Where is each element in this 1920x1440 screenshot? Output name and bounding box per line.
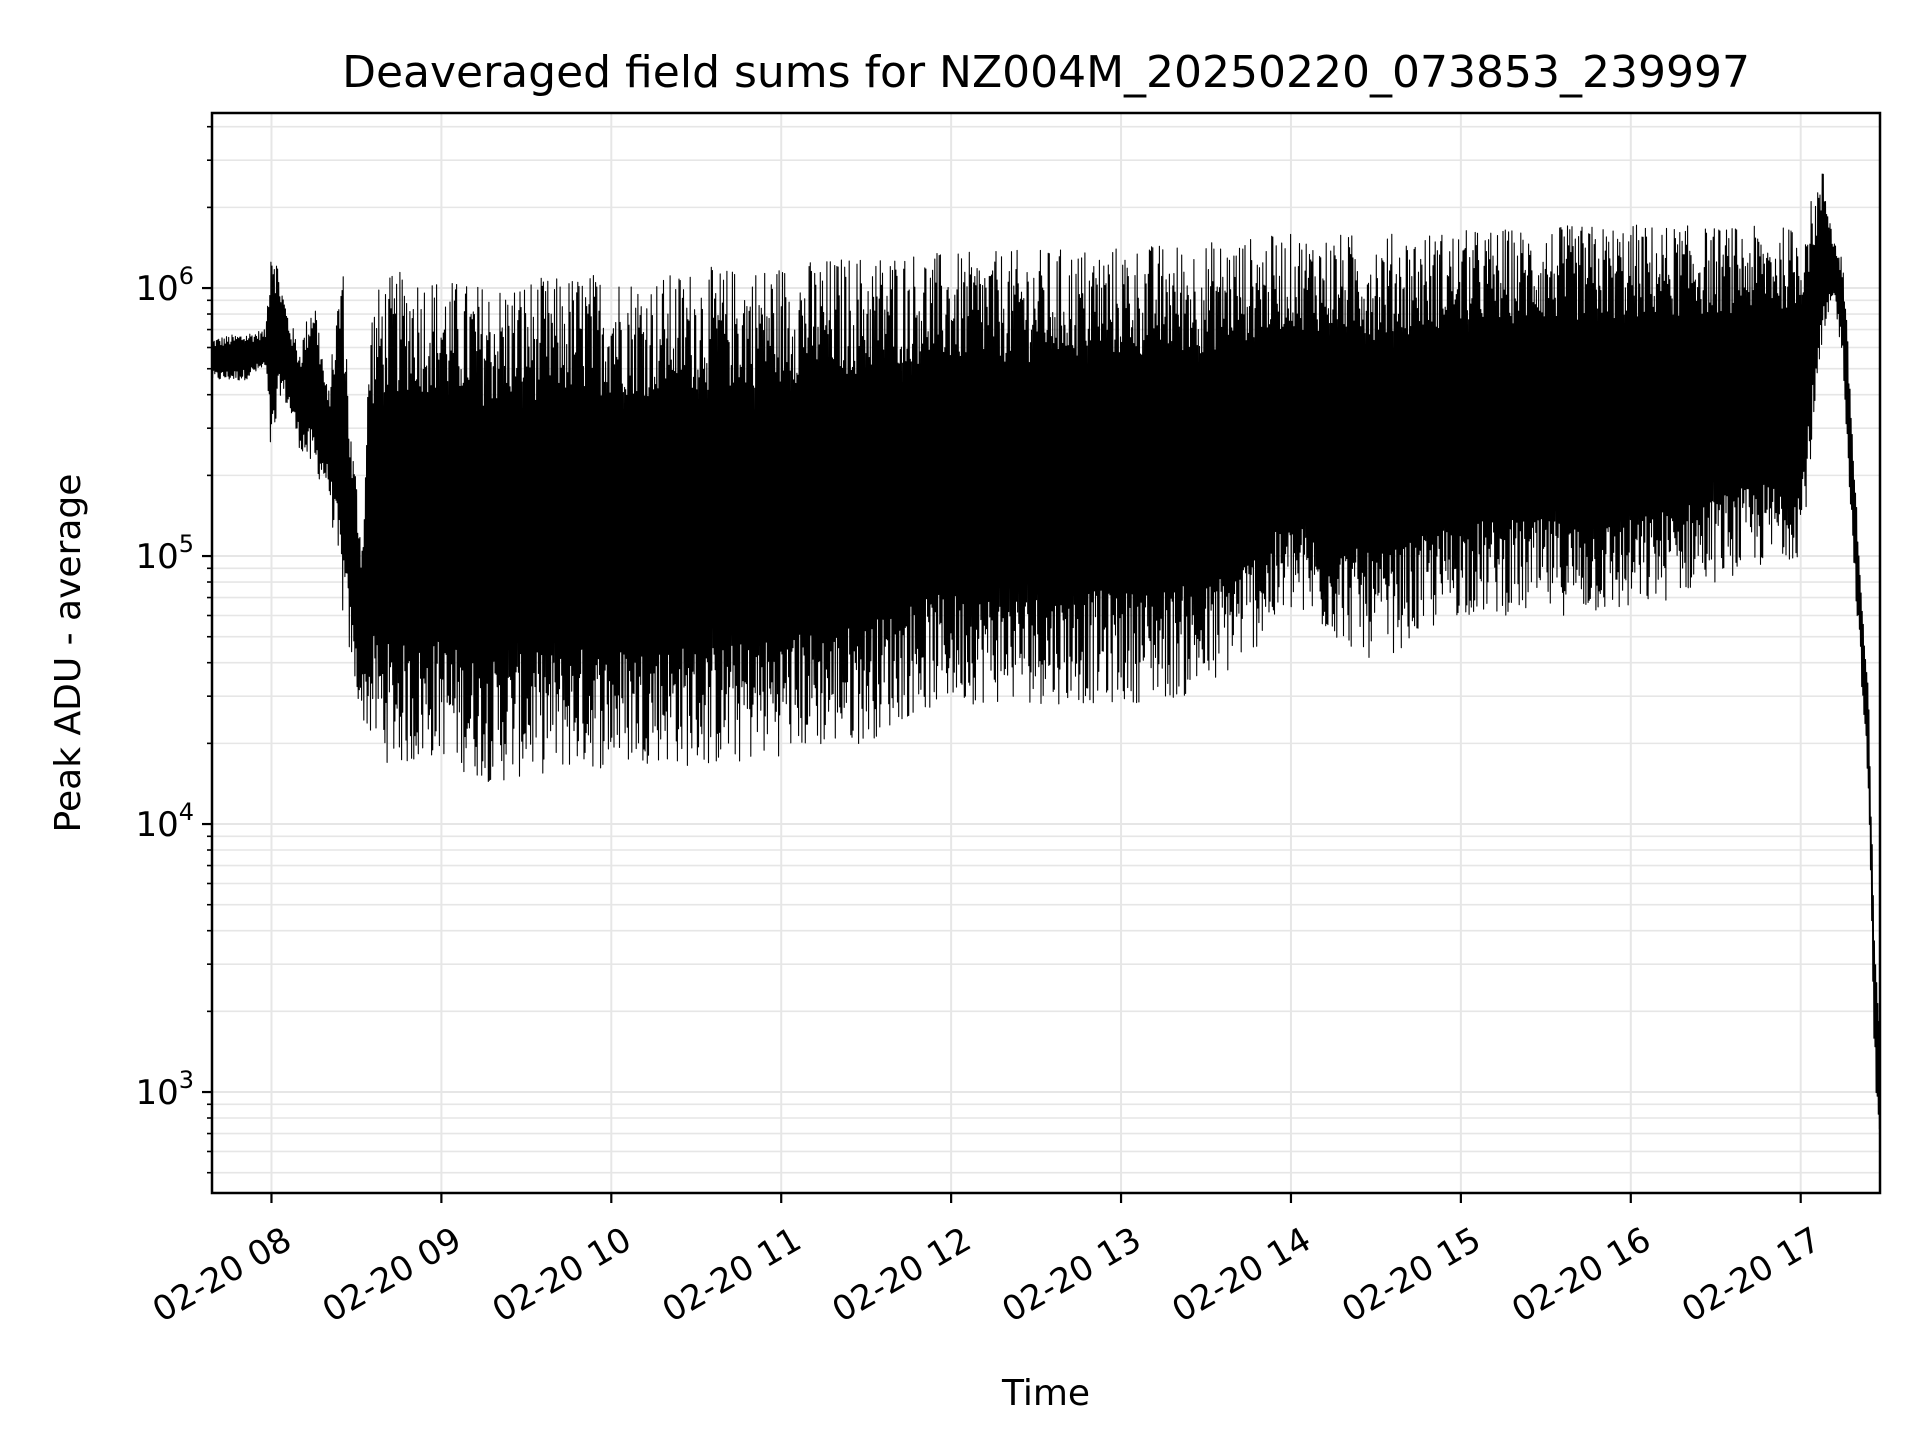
x-axis-label: Time <box>1001 1373 1090 1414</box>
series-line <box>211 173 1881 1130</box>
chart-title: Deaveraged field sums for NZ004M_2025022… <box>342 47 1750 98</box>
plot-frame <box>210 111 1882 1195</box>
y-tick-label: 106 <box>135 262 194 309</box>
series-trace <box>211 173 1881 1130</box>
y-axis-ticks: 103 104 105 106 <box>135 125 212 1174</box>
y-tick-label: 104 <box>135 798 194 845</box>
y-axis-label: Peak ADU - average <box>48 474 89 833</box>
y-tick-label: 105 <box>135 530 194 577</box>
y-tick-label: 103 <box>135 1066 194 1113</box>
